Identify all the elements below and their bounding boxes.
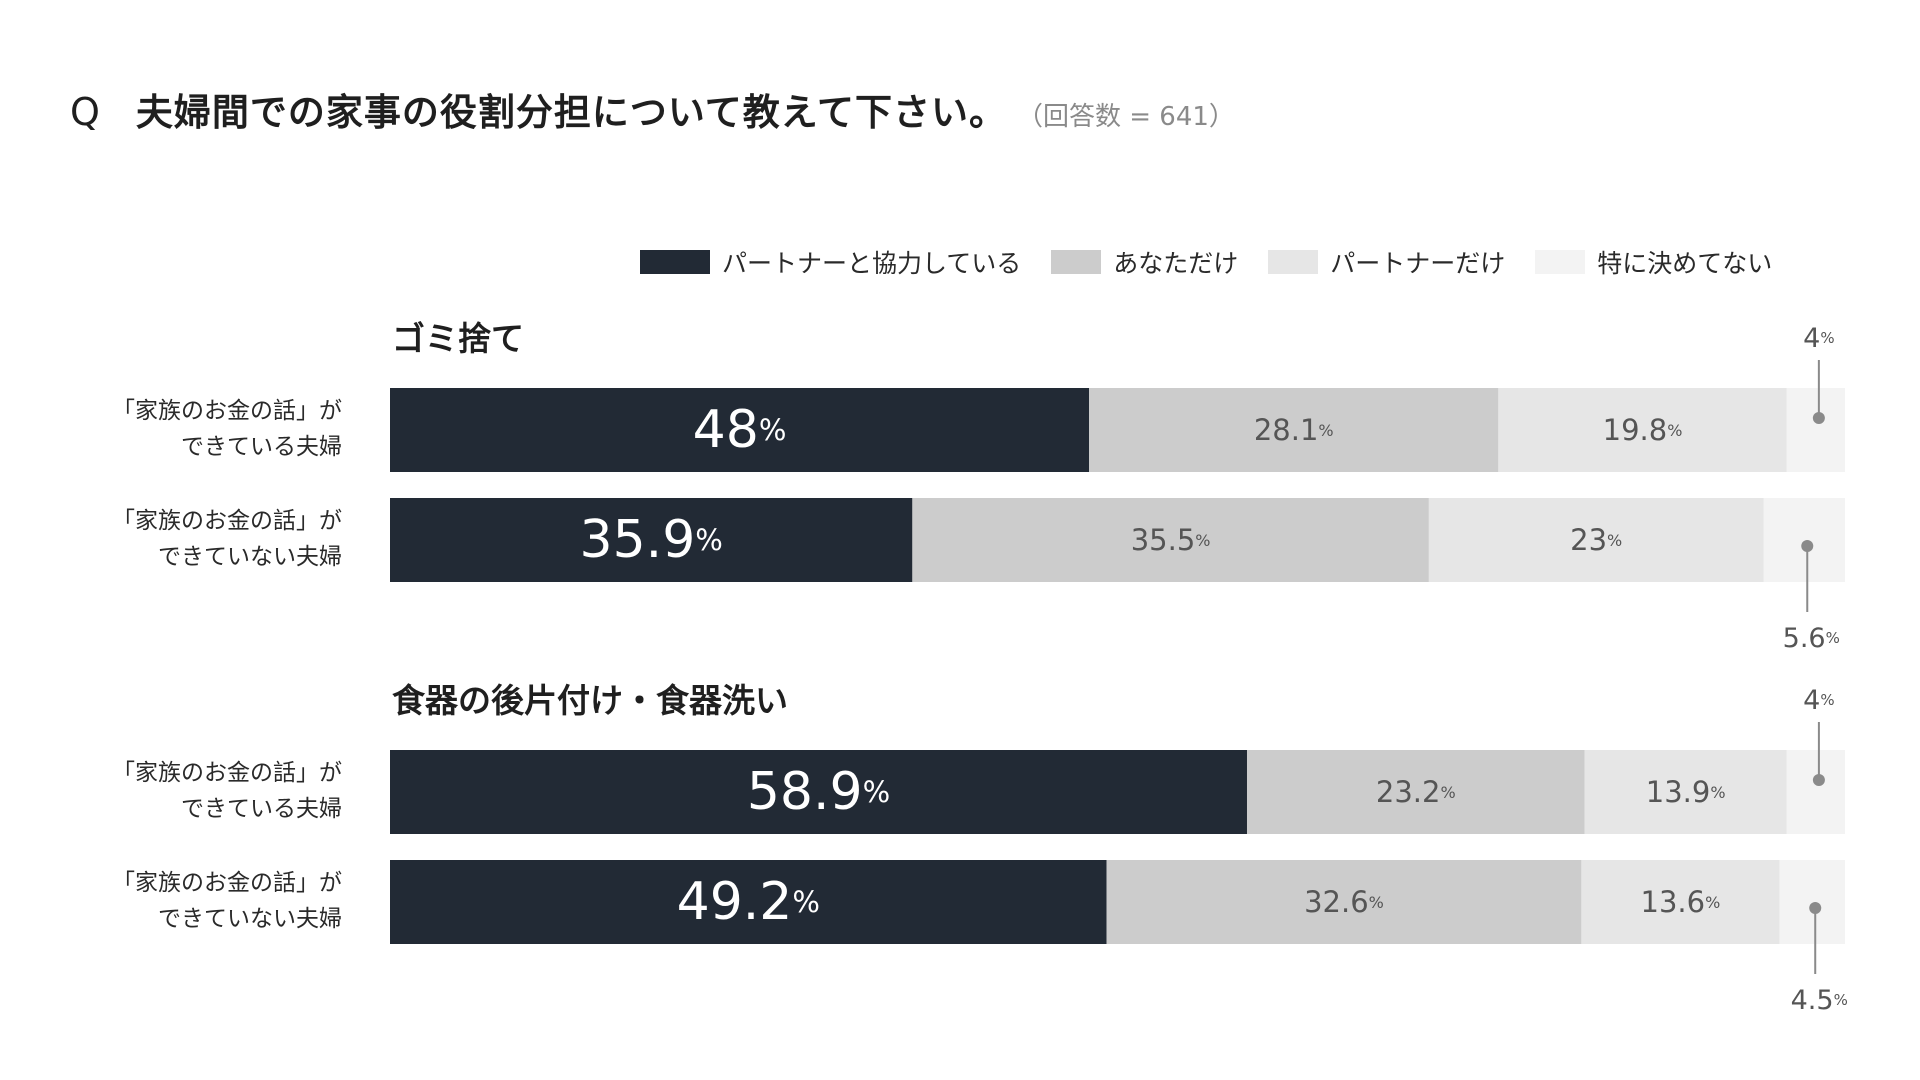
- legend-swatch: [1268, 250, 1319, 274]
- legend-swatch: [1051, 250, 1102, 274]
- data-label: 35.5%: [1131, 523, 1211, 557]
- legend-swatch: [1535, 250, 1586, 274]
- bar-segment: [1428, 498, 1764, 582]
- data-label: 4%: [1803, 323, 1834, 354]
- legend-label: 特に決めてない: [1597, 249, 1773, 278]
- row-label: 「家族のお金の話」ができている夫婦: [112, 398, 342, 460]
- bar-segment: [1581, 860, 1780, 944]
- bar-segment: [390, 498, 913, 582]
- legend-item-you-only: あなただけ: [1051, 244, 1238, 280]
- response-count-note: （回答数 = 641）: [1016, 102, 1235, 132]
- row-label: 「家族のお金の話」ができていない夫婦: [112, 870, 342, 932]
- question-title: 夫婦間での家事の役割分担について教えて下さい。: [135, 91, 1007, 134]
- question-letter: Q: [70, 90, 100, 134]
- legend-item-partner-together: パートナーと協力している: [640, 244, 1021, 280]
- data-label: 13.6%: [1641, 885, 1721, 919]
- bar-segment: [1786, 388, 1845, 472]
- data-label: 58.9%: [747, 762, 890, 822]
- legend-swatch: [640, 250, 710, 274]
- leader-dot: [1812, 774, 1825, 786]
- legend-item-partner-only: パートナーだけ: [1268, 244, 1505, 280]
- data-label: 49.2%: [677, 872, 820, 932]
- bar-segment: [1246, 750, 1585, 834]
- data-label: 32.6%: [1304, 885, 1384, 919]
- legend-label: パートナーだけ: [1330, 249, 1506, 278]
- bar-segment: [390, 388, 1090, 472]
- data-label: 28.1%: [1254, 413, 1334, 447]
- legend-label: あなただけ: [1113, 249, 1239, 278]
- data-label: 48%: [693, 400, 787, 460]
- row-label: 「家族のお金の話」ができている夫婦: [112, 760, 342, 822]
- data-label: 19.8%: [1603, 413, 1683, 447]
- legend-label: パートナーと協力している: [722, 249, 1022, 278]
- data-label: 5.6%: [1783, 623, 1840, 654]
- leader-dot: [1812, 412, 1825, 424]
- question-header: Q 夫婦間での家事の役割分担について教えて下さい。 （回答数 = 641）: [70, 82, 1235, 136]
- bar-segment: [1584, 750, 1787, 834]
- data-label: 23.2%: [1376, 775, 1456, 809]
- bar-segment: [1106, 860, 1582, 944]
- bar-segment: [1498, 388, 1787, 472]
- data-label: 13.9%: [1646, 775, 1726, 809]
- bar-segment: [390, 750, 1247, 834]
- group-title: 食器の後片付け・食器洗い: [392, 681, 788, 720]
- leader-dot: [1809, 902, 1822, 914]
- bar-segment: [912, 498, 1429, 582]
- chart-legend: パートナーと協力している あなただけ パートナーだけ 特に決めてない: [640, 244, 1772, 280]
- bar-segment: [1779, 860, 1845, 944]
- bar-segment: [390, 860, 1107, 944]
- legend-item-not-decided: 特に決めてない: [1535, 244, 1772, 280]
- leader-dot: [1801, 540, 1814, 552]
- data-label: 35.9%: [580, 510, 723, 570]
- bar-segment: [1763, 498, 1845, 582]
- data-label: 4%: [1803, 685, 1834, 716]
- bar-segment: [1089, 388, 1499, 472]
- group-title: ゴミ捨て: [392, 319, 524, 358]
- row-label: 「家族のお金の話」ができていない夫婦: [112, 508, 342, 570]
- data-label: 4.5%: [1791, 985, 1848, 1016]
- data-label: 23%: [1570, 523, 1622, 557]
- bar-segment: [1786, 750, 1845, 834]
